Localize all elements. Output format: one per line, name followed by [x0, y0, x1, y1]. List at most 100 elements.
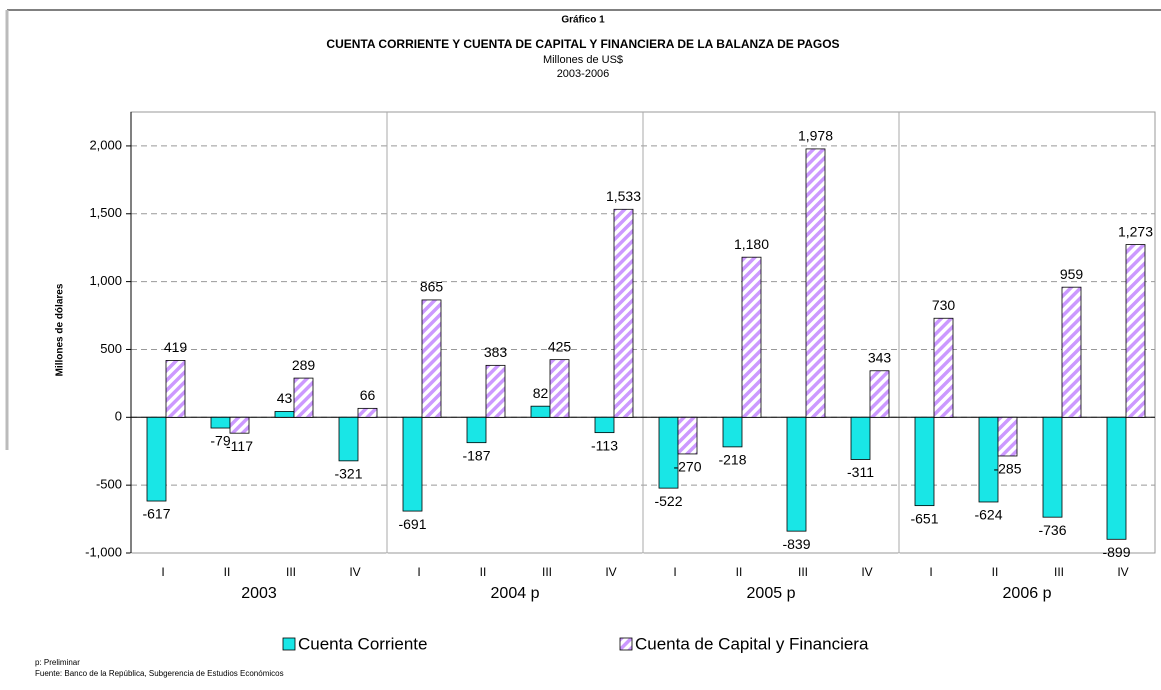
data-label: -117 [226, 438, 253, 454]
legend-label: Cuenta de Capital y Financiera [635, 634, 869, 653]
x-tick-label: I [929, 565, 932, 579]
bar [466, 416, 487, 444]
data-label: 1,533 [606, 188, 641, 204]
x-tick-label: III [542, 565, 552, 579]
data-label: 1,273 [1118, 223, 1153, 239]
x-tick-label: II [992, 565, 999, 579]
data-label: -285 [993, 461, 1021, 477]
chart-period: 2003-2006 [557, 68, 610, 80]
data-label: 82 [533, 385, 549, 401]
bar [293, 377, 314, 418]
bar [229, 416, 250, 434]
bar [933, 317, 954, 418]
group-label: 2004 p [491, 585, 540, 602]
bar [274, 411, 295, 418]
bar [741, 256, 762, 418]
note: p: Preliminar [35, 658, 80, 667]
data-label: -736 [1038, 522, 1066, 538]
group-label: 2003 [241, 585, 277, 602]
note: Fuente: Banco de la República, Subgerenc… [35, 669, 284, 678]
data-label: -79 [210, 433, 230, 449]
group-label: 2005 p [747, 585, 796, 602]
x-tick-label: III [798, 565, 808, 579]
data-label: 66 [360, 387, 376, 403]
data-label: -651 [910, 510, 938, 526]
bar [786, 416, 807, 532]
bar [613, 208, 634, 418]
x-tick-label: IV [349, 565, 360, 579]
data-label: -522 [654, 493, 682, 509]
x-tick-label: I [673, 565, 676, 579]
bar [1125, 244, 1146, 418]
bar [869, 370, 890, 418]
data-label: -691 [398, 516, 426, 532]
data-label: -113 [591, 437, 618, 453]
x-tick-label: IV [605, 565, 616, 579]
bar [1106, 416, 1127, 540]
chart-title: CUENTA CORRIENTE Y CUENTA DE CAPITAL Y F… [326, 37, 839, 51]
data-label: -187 [462, 447, 490, 463]
x-tick-label: II [736, 565, 743, 579]
data-label: -624 [974, 507, 1002, 523]
data-label: 865 [420, 279, 444, 295]
data-label: -218 [718, 452, 746, 468]
bar [677, 416, 698, 455]
data-label: 1,978 [798, 128, 833, 144]
bar [210, 416, 231, 429]
data-label: -899 [1102, 544, 1130, 560]
data-label: 959 [1060, 266, 1084, 282]
data-label: 425 [548, 338, 572, 354]
y-tick-label: 0 [115, 409, 122, 424]
data-label: -617 [142, 506, 170, 522]
bar [850, 416, 871, 460]
x-tick-label: IV [861, 565, 872, 579]
bar [805, 148, 826, 418]
bar [485, 364, 506, 418]
x-tick-label: II [480, 565, 487, 579]
group-label: 2006 p [1003, 585, 1052, 602]
bar [914, 416, 935, 507]
legend-swatch [619, 637, 633, 651]
data-label: 1,180 [734, 236, 769, 252]
bar [402, 416, 423, 512]
x-tick-label: I [161, 565, 164, 579]
bar [357, 407, 378, 418]
bar [978, 416, 999, 503]
bar [165, 360, 186, 418]
data-label: -839 [782, 536, 810, 552]
data-label: 419 [164, 339, 188, 355]
bar [146, 416, 167, 502]
data-label: 730 [932, 297, 956, 313]
bar [1042, 416, 1063, 518]
bar [997, 416, 1018, 457]
bar [658, 416, 679, 489]
y-tick-label: 1,000 [89, 273, 122, 288]
x-tick-label: III [1054, 565, 1064, 579]
data-label: -270 [673, 459, 701, 475]
x-tick-label: IV [1117, 565, 1128, 579]
bar [421, 299, 442, 418]
y-tick-label: 500 [100, 341, 122, 356]
y-tick-label: -1,000 [85, 544, 122, 559]
x-tick-label: III [286, 565, 296, 579]
chart-pretitle: Gráfico 1 [561, 15, 605, 26]
bar [722, 416, 743, 448]
y-tick-label: -500 [96, 477, 122, 492]
data-label: 343 [868, 349, 892, 365]
y-tick-label: 2,000 [89, 137, 122, 152]
bar [594, 416, 615, 434]
y-tick-label: 1,500 [89, 205, 122, 220]
data-label: 43 [277, 390, 293, 406]
legend-label: Cuenta Corriente [298, 634, 427, 653]
data-label: -311 [847, 464, 874, 480]
bar [549, 359, 570, 418]
data-label: -321 [334, 466, 362, 482]
bar [530, 405, 551, 418]
bar [338, 416, 359, 462]
bar [1061, 286, 1082, 418]
chart-subtitle: Millones de US$ [543, 54, 623, 66]
x-tick-label: I [417, 565, 420, 579]
legend-swatch [282, 637, 296, 651]
data-label: 383 [484, 344, 508, 360]
